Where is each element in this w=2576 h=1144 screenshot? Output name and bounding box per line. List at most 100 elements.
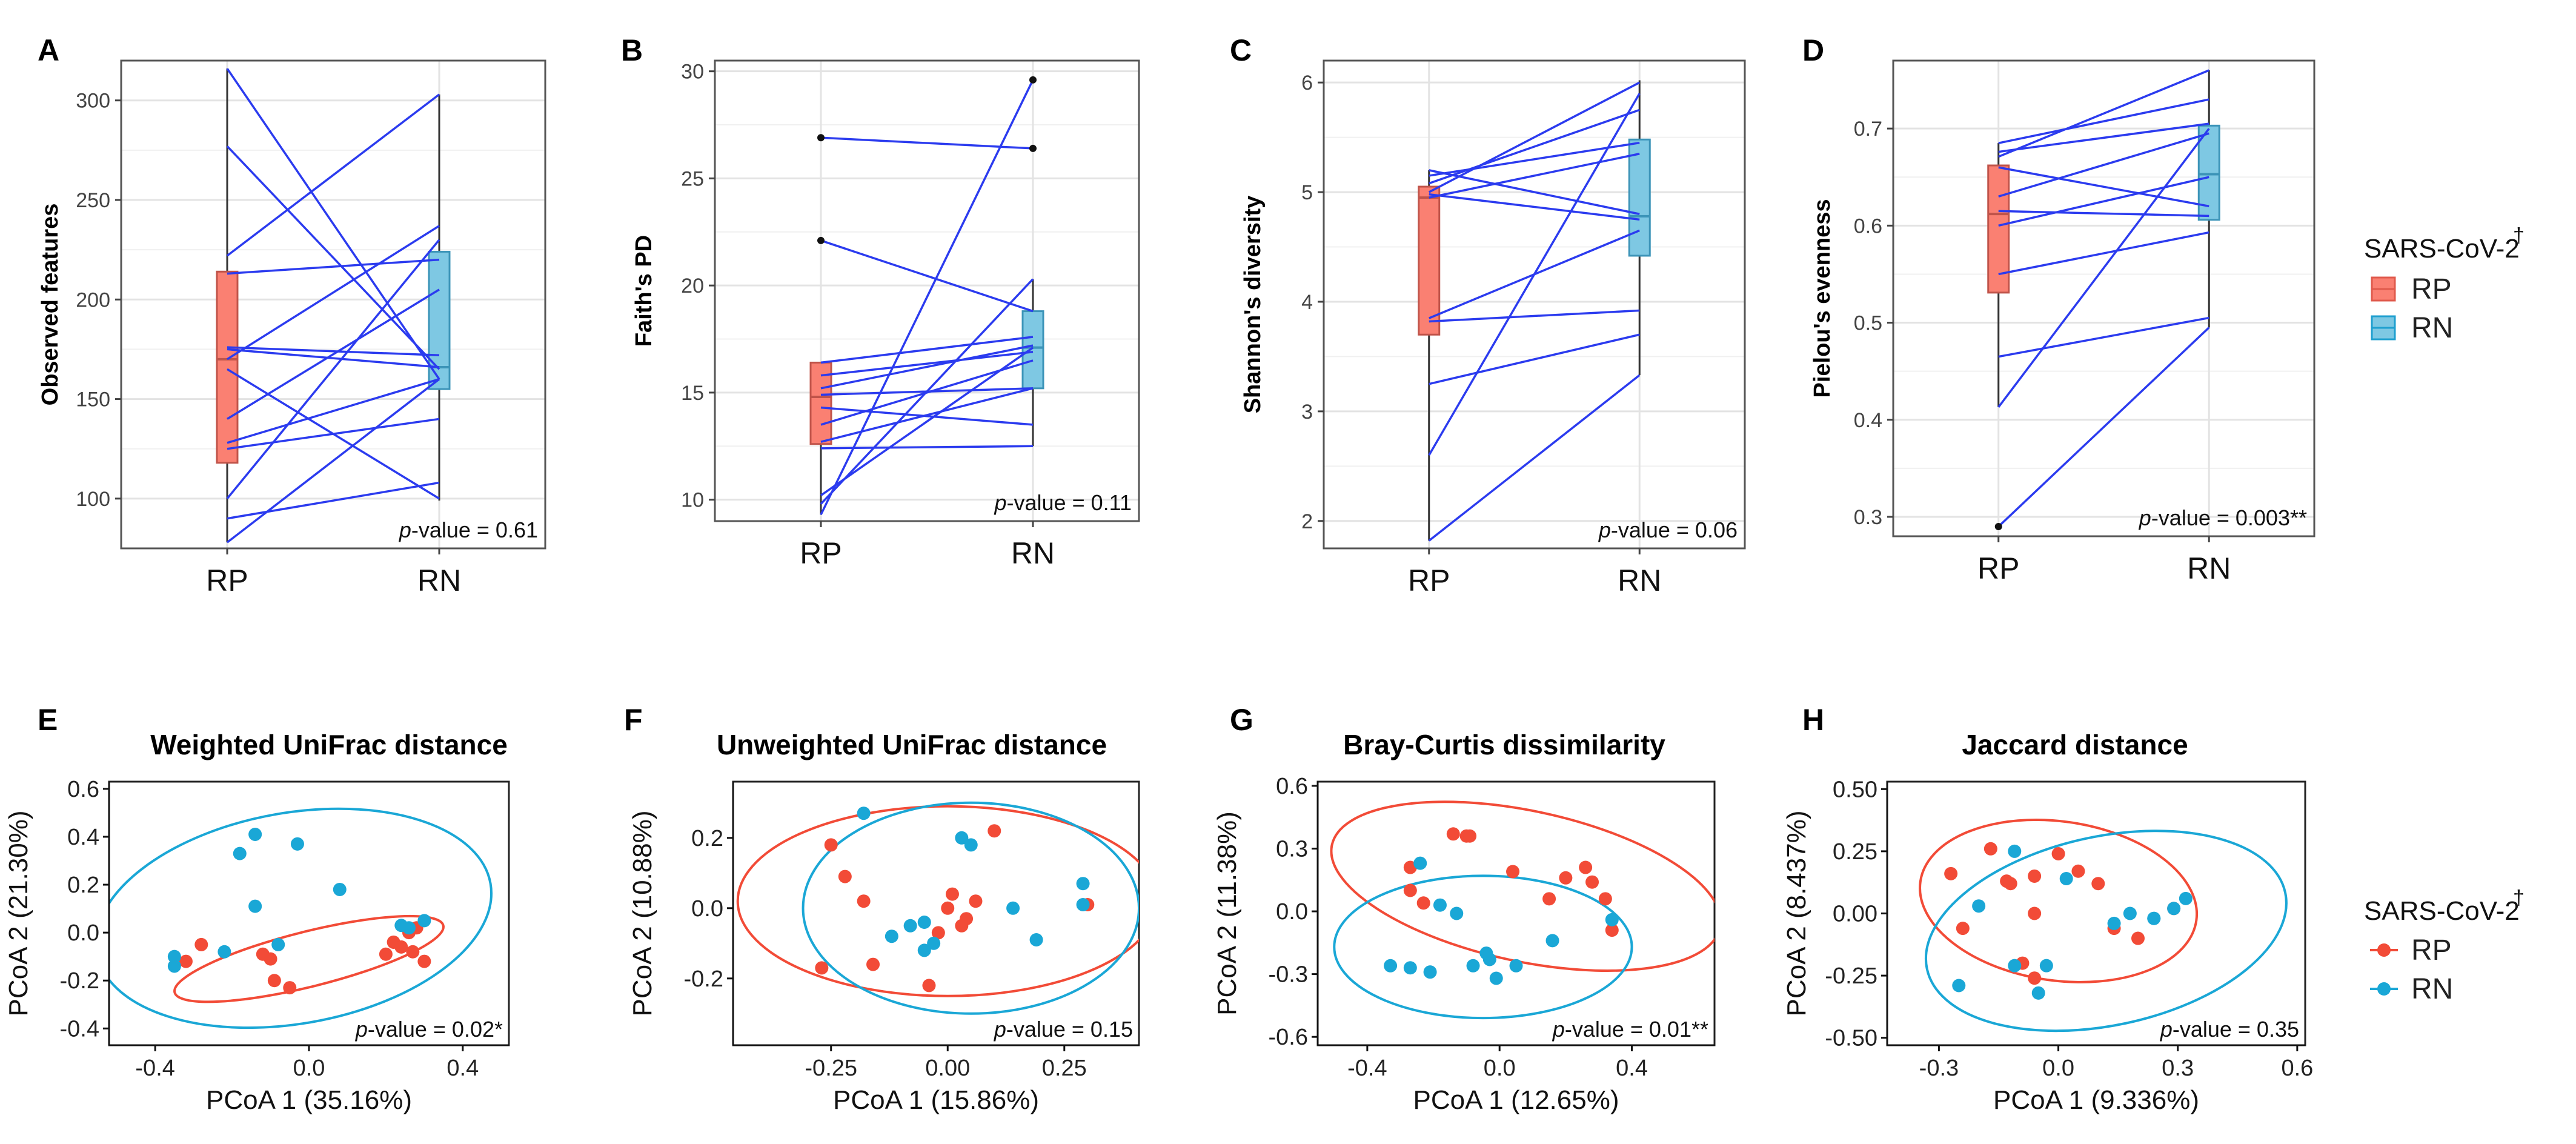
legend-bottom-rn-label: RN xyxy=(2411,973,2453,1005)
p-value-italic: p xyxy=(1552,1017,1565,1042)
point-rn xyxy=(167,959,181,973)
box-rp xyxy=(809,361,832,445)
panel-d: D 0.3 0.4 0.5 0.6 0.7 Pielou's evenness RP RN p-v… xyxy=(1802,33,2315,585)
point-rp xyxy=(406,945,420,959)
point-rn xyxy=(1006,901,1020,915)
pair-line xyxy=(1998,231,2209,276)
pair-line xyxy=(1997,327,2210,528)
pair-line xyxy=(1429,169,1640,215)
p-value-text: -value = 0.61 xyxy=(411,517,538,542)
pair-line xyxy=(1428,81,1641,193)
x-tick-label: RN xyxy=(1618,564,1661,597)
point-rp xyxy=(969,894,983,908)
pair-line xyxy=(1998,69,2209,158)
point-rn xyxy=(290,837,304,851)
y-tick-label: 250 xyxy=(76,189,110,212)
point-rn xyxy=(1545,934,1559,948)
point-rp xyxy=(417,954,431,968)
pair-line xyxy=(227,417,440,450)
pair-line xyxy=(227,346,440,357)
y-tick-label: 0.6 xyxy=(67,777,99,802)
point-rp xyxy=(2051,847,2065,861)
p-value-label: p-value = 0.02* xyxy=(355,1017,503,1042)
x-tick-label: RN xyxy=(1011,536,1055,570)
y-tick-label: -0.6 xyxy=(1269,1025,1308,1050)
y-tick-label: 0.25 xyxy=(1833,839,1877,865)
p-value-label: p-value = 0.61 xyxy=(399,517,538,542)
outlier-point xyxy=(817,236,825,244)
panel-c: C 2 3 4 5 6 Shannon's diversity RP RN p-value = 0… xyxy=(1230,33,1746,597)
y-tick-label: 0.7 xyxy=(1854,118,1882,141)
pair-line xyxy=(1998,122,2209,153)
point-rp xyxy=(1956,922,1970,936)
y-tick-label: 3 xyxy=(1301,401,1313,424)
point-rn xyxy=(233,846,247,860)
point-rp xyxy=(857,894,871,908)
point-rp xyxy=(1542,892,1556,906)
y-tick-label: 200 xyxy=(76,288,110,311)
point-rn xyxy=(1952,979,1966,993)
point-rn xyxy=(1076,898,1090,911)
point-rp xyxy=(960,912,974,926)
point-rn xyxy=(217,945,231,959)
point-rn xyxy=(1384,959,1398,973)
plot-title: Bray-Curtis dissimilarity xyxy=(1343,729,1665,760)
x-tick-label: 0.0 xyxy=(293,1056,325,1081)
point-rp xyxy=(1559,871,1573,885)
point-rn xyxy=(903,919,917,933)
point-rp xyxy=(1463,829,1477,843)
p-value-italic: p xyxy=(399,517,411,542)
legend-bottom-rn-key-dot xyxy=(2377,982,2391,996)
outlier-point xyxy=(817,134,825,142)
point-rp xyxy=(283,981,297,995)
point-rn xyxy=(2179,891,2193,905)
point-rp xyxy=(2003,877,2017,891)
point-rn xyxy=(1433,898,1447,912)
y-tick-label: 150 xyxy=(76,388,110,411)
point-rp xyxy=(1446,827,1460,841)
point-rn xyxy=(885,930,898,943)
p-value-text: -value = 0.15 xyxy=(1006,1017,1133,1042)
x-tick-label: RP xyxy=(1977,551,2019,585)
y-tick-label: 0.3 xyxy=(1276,836,1308,862)
legend-top-dagger: † xyxy=(2513,224,2525,247)
legend-bottom-rp-label: RP xyxy=(2411,934,2452,966)
panel-border xyxy=(1316,780,1716,1046)
panel-letter: E xyxy=(38,703,58,737)
point-rp xyxy=(194,937,208,951)
y-tick-label: 25 xyxy=(681,167,704,190)
point-rp xyxy=(1579,860,1593,874)
point-rp xyxy=(1983,842,1997,856)
panel-border xyxy=(1886,780,2306,1046)
point-rp xyxy=(1605,923,1619,937)
point-rn xyxy=(1423,965,1437,979)
point-rp xyxy=(179,954,193,968)
x-tick-label: 0.4 xyxy=(1616,1056,1648,1081)
pair-line xyxy=(1429,153,1640,199)
pair-line xyxy=(227,481,440,520)
point-rn xyxy=(2039,959,2053,973)
panel-border xyxy=(1892,59,2315,537)
point-rp xyxy=(945,887,959,901)
y-tick-label: 0.50 xyxy=(1833,777,1877,802)
panel-letter: D xyxy=(1802,33,1824,67)
ellipse-rp xyxy=(1919,819,2199,983)
point-rn xyxy=(248,899,262,913)
pair-line xyxy=(227,378,440,444)
p-value-text: -value = 0.02* xyxy=(368,1017,503,1042)
point-rp xyxy=(931,926,945,940)
pair-line xyxy=(1429,333,1640,385)
p-value-italic: p xyxy=(2160,1017,2173,1042)
point-rp xyxy=(838,870,852,883)
p-value-label: p-value = 0.15 xyxy=(994,1017,1133,1042)
point-rp xyxy=(866,957,880,971)
plot-title: Weighted UniFrac distance xyxy=(150,729,508,760)
pair-line xyxy=(227,348,440,368)
ellipse-rp xyxy=(1330,800,1715,972)
point-rn xyxy=(2008,959,2022,973)
y-axis-label: Faith's PD xyxy=(631,235,657,347)
panel-letter: A xyxy=(38,33,59,67)
panel-letter: C xyxy=(1230,33,1252,67)
